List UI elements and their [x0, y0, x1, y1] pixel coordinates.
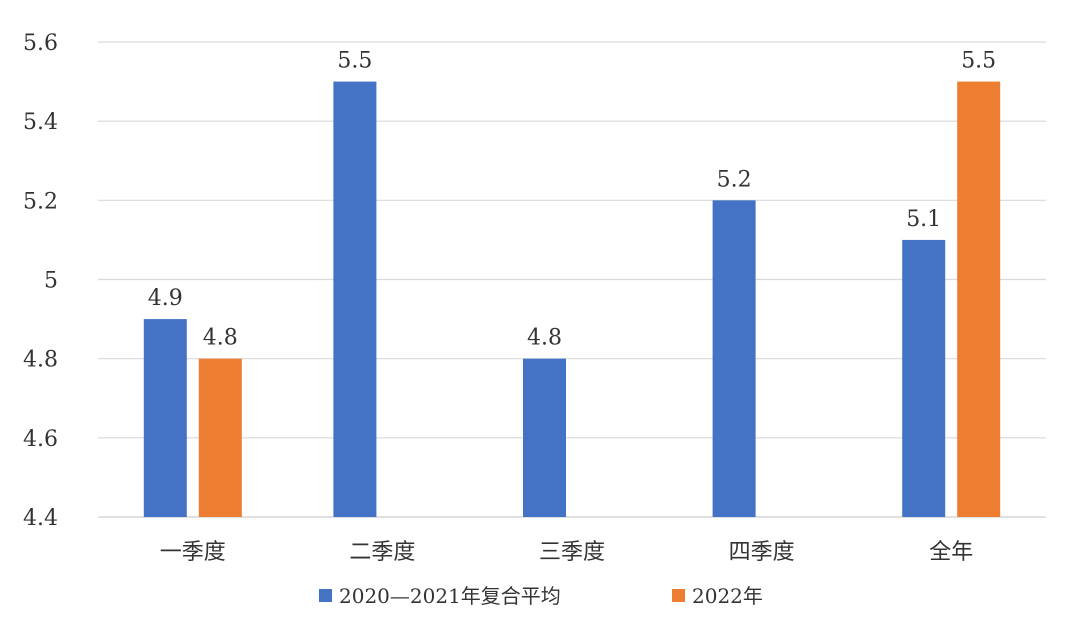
y-tick-label: 5.4 — [23, 110, 58, 135]
bar-series-0-1 — [333, 81, 377, 517]
bar-series-1-0 — [198, 358, 242, 517]
x-tick-label: 二季度 — [349, 540, 415, 565]
y-axis-ticks: 4.4 4.6 4.8 5 5.2 5.4 5.6 — [23, 31, 58, 531]
legend-swatch — [319, 589, 332, 602]
legend-label: 2020—2021年复合平均 — [339, 584, 561, 608]
bars — [143, 81, 1001, 518]
gridlines — [98, 41, 1046, 518]
bar-series-0-3 — [712, 200, 756, 518]
bar-series-0-0 — [143, 319, 187, 517]
x-axis-ticks: 一季度 二季度 三季度 四季度 全年 — [160, 540, 973, 565]
x-tick-label: 三季度 — [539, 540, 605, 565]
bar-series-0-4 — [902, 239, 946, 517]
y-tick-label: 4.4 — [23, 506, 58, 531]
data-label: 5.2 — [717, 167, 752, 192]
data-label: 5.5 — [961, 49, 996, 74]
x-tick-label: 一季度 — [160, 540, 226, 565]
y-tick-label: 4.8 — [23, 348, 58, 373]
legend-swatch — [672, 589, 685, 602]
y-tick-label: 4.6 — [23, 427, 58, 452]
data-label: 5.5 — [337, 49, 372, 74]
data-label: 5.1 — [906, 207, 941, 232]
data-label: 4.9 — [148, 286, 183, 311]
data-label: 4.8 — [203, 326, 238, 351]
legend-label: 2022年 — [692, 584, 763, 608]
y-tick-label: 5.2 — [23, 189, 58, 214]
x-tick-label: 四季度 — [729, 540, 795, 565]
x-tick-label: 全年 — [929, 540, 973, 565]
data-labels: 4.9 4.8 5.5 4.8 5.2 5.1 5.5 — [148, 49, 996, 351]
data-label: 4.8 — [527, 326, 562, 351]
y-tick-label: 5 — [44, 269, 58, 294]
y-tick-label: 5.6 — [23, 31, 58, 56]
bar-series-1-4 — [957, 81, 1001, 517]
bar-series-0-2 — [523, 358, 566, 517]
legend: 2020—2021年复合平均 2022年 — [319, 584, 763, 608]
